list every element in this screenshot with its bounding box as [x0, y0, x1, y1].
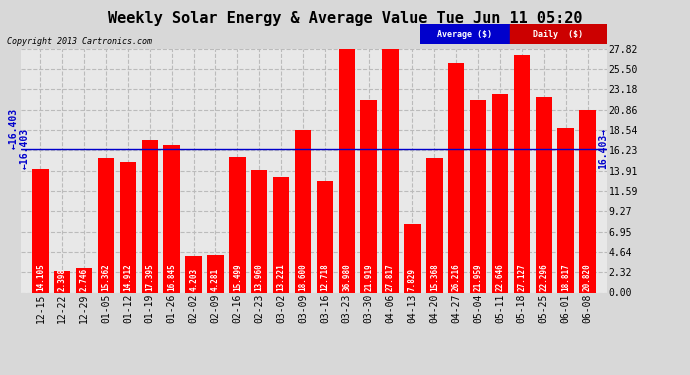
Bar [426, 158, 442, 292]
Bar [492, 94, 508, 292]
Bar [32, 169, 48, 292]
Bar [207, 255, 224, 292]
Text: 27.817: 27.817 [386, 263, 395, 291]
Bar [251, 170, 268, 292]
Text: 2.398: 2.398 [58, 268, 67, 291]
Text: 26.216: 26.216 [452, 263, 461, 291]
Bar [360, 100, 377, 292]
Text: 36.980: 36.980 [342, 263, 351, 291]
Text: 14.105: 14.105 [36, 263, 45, 291]
Text: ←16.403: ←16.403 [19, 128, 30, 170]
Text: 20.820: 20.820 [583, 263, 592, 291]
Text: 13.221: 13.221 [277, 263, 286, 291]
Text: Weekly Solar Energy & Average Value Tue Jun 11 05:20: Weekly Solar Energy & Average Value Tue … [108, 11, 582, 26]
Bar [141, 140, 158, 292]
Text: 13.960: 13.960 [255, 263, 264, 291]
Bar [273, 177, 289, 292]
Bar [558, 128, 574, 292]
Bar [54, 272, 70, 292]
Text: 2.746: 2.746 [79, 268, 88, 291]
Bar [535, 97, 552, 292]
Bar [382, 49, 399, 292]
Bar [120, 162, 136, 292]
Bar [404, 224, 421, 292]
Text: 17.395: 17.395 [146, 263, 155, 291]
Text: 27.127: 27.127 [518, 263, 526, 291]
Text: 18.600: 18.600 [299, 263, 308, 291]
Text: 22.296: 22.296 [540, 263, 549, 291]
Text: 18.817: 18.817 [561, 263, 570, 291]
Text: 7.829: 7.829 [408, 268, 417, 291]
Bar [470, 100, 486, 292]
Text: 14.912: 14.912 [124, 263, 132, 291]
Text: ←16.403: ←16.403 [9, 108, 19, 149]
Bar [76, 268, 92, 292]
Bar [295, 129, 311, 292]
Text: 12.718: 12.718 [320, 263, 329, 291]
Text: 4.203: 4.203 [189, 268, 198, 291]
Text: 15.368: 15.368 [430, 263, 439, 291]
Text: 21.919: 21.919 [364, 263, 373, 291]
Text: 16.403→: 16.403→ [598, 128, 609, 170]
Bar [164, 145, 180, 292]
Bar [448, 63, 464, 292]
Text: 22.646: 22.646 [495, 263, 504, 291]
Bar [186, 256, 201, 292]
Text: 16.845: 16.845 [167, 263, 176, 291]
Text: 15.499: 15.499 [233, 263, 242, 291]
Bar [580, 110, 595, 292]
Bar [98, 158, 115, 292]
Text: 15.362: 15.362 [101, 263, 110, 291]
Bar [513, 55, 530, 292]
Bar [229, 157, 246, 292]
Text: Copyright 2013 Cartronics.com: Copyright 2013 Cartronics.com [7, 38, 152, 46]
Text: 21.959: 21.959 [473, 263, 482, 291]
Text: 4.281: 4.281 [211, 268, 220, 291]
Bar [317, 181, 333, 292]
Bar [339, 0, 355, 292]
